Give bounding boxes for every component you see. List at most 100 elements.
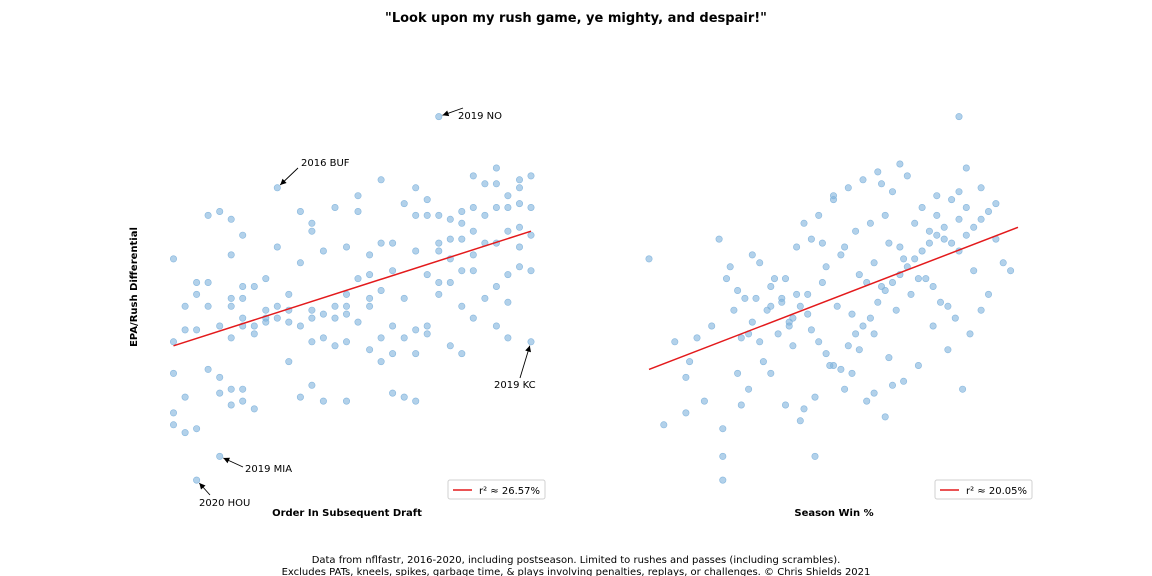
data-point	[331, 314, 339, 322]
data-point	[804, 290, 812, 298]
data-point	[469, 227, 477, 235]
legend-box	[934, 479, 1033, 500]
y-axis-label: EPA/Rush Differential	[129, 227, 140, 347]
data-point	[435, 247, 443, 255]
data-point	[435, 211, 443, 219]
data-point	[900, 377, 908, 385]
data-point	[859, 176, 867, 184]
data-point	[262, 318, 270, 326]
data-point	[423, 196, 431, 204]
data-point	[239, 314, 247, 322]
data-point	[285, 318, 293, 326]
data-point	[686, 358, 694, 366]
x-axis-label: Order In Subsequent Draft	[272, 508, 422, 519]
data-point	[715, 235, 723, 243]
data-point	[660, 421, 668, 429]
data-point	[308, 381, 316, 389]
data-point	[807, 235, 815, 243]
data-point	[918, 247, 926, 255]
data-point	[911, 219, 919, 227]
annotation-label: 2016 BUF	[301, 158, 350, 169]
data-point	[458, 235, 466, 243]
data-point	[342, 397, 350, 405]
data-point	[389, 322, 397, 330]
data-point	[734, 369, 742, 377]
data-point	[412, 211, 420, 219]
data-point	[492, 282, 500, 290]
data-point	[914, 361, 922, 369]
data-point	[239, 385, 247, 393]
data-point	[227, 334, 235, 342]
data-point	[734, 286, 742, 294]
data-point	[492, 164, 500, 172]
data-point	[354, 275, 362, 283]
data-point	[366, 251, 374, 259]
data-point	[774, 330, 782, 338]
data-point	[239, 397, 247, 405]
data-point	[793, 290, 801, 298]
data-point	[515, 176, 523, 184]
data-point	[400, 294, 408, 302]
data-point	[992, 200, 1000, 208]
legend-label: r² ≈ 26.57%	[479, 486, 540, 497]
data-point	[366, 302, 374, 310]
data-point	[204, 278, 212, 286]
data-point	[527, 172, 535, 180]
data-point	[933, 231, 941, 239]
data-point	[170, 338, 178, 346]
data-point	[504, 227, 512, 235]
data-point	[796, 417, 804, 425]
data-point	[504, 271, 512, 279]
data-point	[955, 188, 963, 196]
data-point	[366, 271, 374, 279]
data-point	[962, 231, 970, 239]
data-point	[870, 330, 878, 338]
data-point	[181, 393, 189, 401]
data-point	[877, 180, 885, 188]
data-point	[789, 314, 797, 322]
data-point	[170, 369, 178, 377]
data-point	[504, 204, 512, 212]
data-point	[804, 310, 812, 318]
data-point	[193, 278, 201, 286]
data-point	[881, 413, 889, 421]
data-point	[800, 405, 808, 413]
data-point	[389, 389, 397, 397]
data-point	[515, 200, 523, 208]
data-point	[748, 251, 756, 259]
data-point	[955, 113, 963, 121]
caption-line-1: Data from nflfastr, 2016-2020, including…	[312, 555, 841, 566]
data-point	[412, 326, 420, 334]
data-point	[446, 278, 454, 286]
data-point	[870, 259, 878, 267]
data-point	[970, 267, 978, 275]
data-point	[818, 239, 826, 247]
data-point	[855, 346, 863, 354]
annotation-arrowhead	[525, 345, 531, 353]
annotation-label: 2019 KC	[494, 380, 536, 391]
data-point	[818, 278, 826, 286]
data-point	[435, 113, 443, 121]
data-point	[770, 275, 778, 283]
data-point	[492, 322, 500, 330]
data-point	[955, 215, 963, 223]
data-point	[700, 397, 708, 405]
data-point	[793, 243, 801, 251]
data-point	[888, 381, 896, 389]
data-point	[855, 271, 863, 279]
data-point	[458, 350, 466, 358]
data-point	[319, 334, 327, 342]
data-point	[811, 452, 819, 460]
data-point	[837, 251, 845, 259]
data-point	[481, 294, 489, 302]
data-point	[435, 290, 443, 298]
data-point	[423, 330, 431, 338]
data-point	[170, 421, 178, 429]
data-point	[458, 302, 466, 310]
data-point	[446, 342, 454, 350]
data-point	[239, 231, 247, 239]
points-group	[645, 113, 1015, 484]
data-point	[885, 239, 893, 247]
data-point	[874, 298, 882, 306]
data-point	[458, 267, 466, 275]
